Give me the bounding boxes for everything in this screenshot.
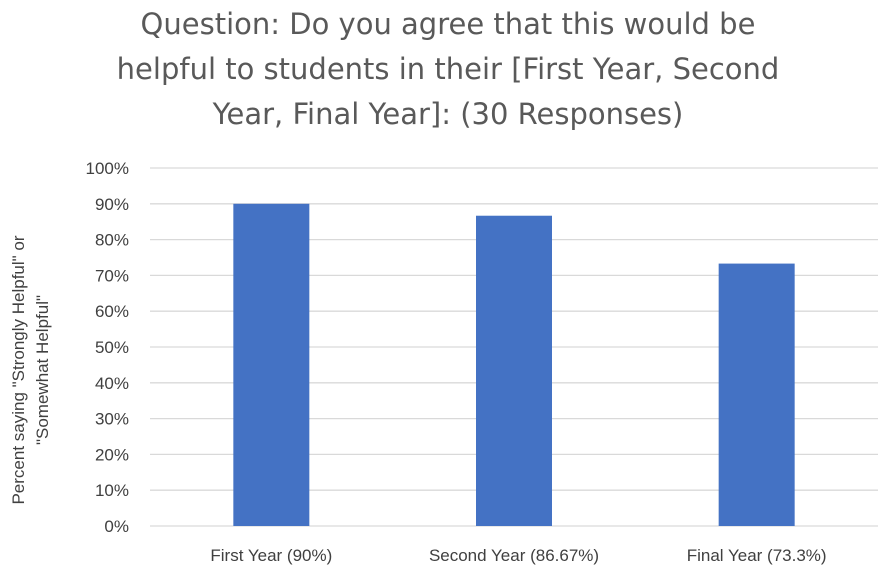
y-tick-label: 40% <box>95 374 129 393</box>
y-tick-label: 30% <box>95 410 129 429</box>
chart-title-line-1: Question: Do you agree that this would b… <box>141 7 756 41</box>
chart-title-line-3: Year, Final Year]: (30 Responses) <box>212 97 684 131</box>
y-tick-label: 70% <box>95 266 129 285</box>
y-axis-title-line-2: "Somewhat Helpful" <box>33 295 52 445</box>
x-axis-ticks: First Year (90%) Second Year (86.67%) Fina… <box>210 546 826 565</box>
bar <box>718 263 795 526</box>
y-tick-label: 100% <box>86 159 129 178</box>
chart-title: Question: Do you agree that this would b… <box>117 7 780 131</box>
bars <box>233 203 795 527</box>
y-tick-label: 80% <box>95 231 129 250</box>
bar <box>476 215 552 526</box>
y-tick-label: 90% <box>95 195 129 214</box>
y-axis-ticks: 0% 10% 20% 30% 40% 50% 60% 70% 80% 90% 100% <box>86 159 129 536</box>
chart-title-line-2: helpful to students in their [First Year… <box>117 52 780 86</box>
y-axis-title-line-1: Percent saying "Strongly Helpful" or <box>9 235 28 504</box>
y-tick-label: 10% <box>95 481 129 500</box>
y-axis-title: Percent saying "Strongly Helpful" or "So… <box>9 235 52 504</box>
y-tick-label: 60% <box>95 302 129 321</box>
x-tick-label: Final Year (73.3%) <box>687 546 827 565</box>
y-tick-label: 0% <box>104 517 129 536</box>
bar <box>233 203 310 527</box>
x-tick-label: Second Year (86.67%) <box>429 546 599 565</box>
y-tick-label: 20% <box>95 445 129 464</box>
x-tick-label: First Year (90%) <box>210 546 332 565</box>
y-tick-label: 50% <box>95 338 129 357</box>
